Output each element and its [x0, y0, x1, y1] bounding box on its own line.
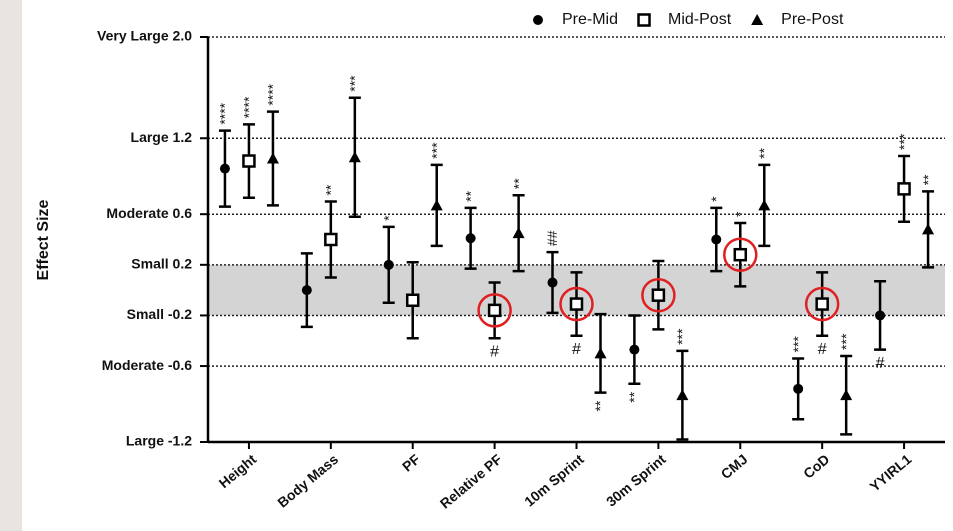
y-tick-label: Small 0.2 [131, 256, 192, 272]
point [512, 227, 525, 239]
significance-label: *** [790, 336, 806, 353]
significance-label: ** [920, 174, 936, 185]
point [324, 232, 338, 247]
point [383, 259, 394, 270]
point [487, 303, 502, 318]
significance-label: *** [428, 142, 444, 159]
significance-label: ** [323, 184, 339, 195]
point [751, 14, 764, 25]
point [637, 13, 651, 27]
point [793, 383, 804, 394]
legend-label: Mid-Post [668, 11, 732, 28]
point [629, 344, 640, 355]
point [348, 151, 361, 163]
significance-label: **** [217, 102, 233, 124]
significance-label: * [380, 215, 396, 221]
significance-label: # [490, 343, 499, 360]
point [266, 152, 279, 164]
highlight-ring [804, 286, 840, 322]
y-tick-label: Small -0.2 [127, 306, 193, 322]
significance-label: *** [674, 328, 690, 345]
point [594, 347, 607, 359]
significance-label: * [708, 196, 724, 202]
point [242, 154, 256, 168]
y-tick-label: Moderate 0.6 [106, 205, 192, 221]
significance-label: ** [756, 147, 772, 158]
point [875, 310, 886, 321]
significance-label: *** [896, 133, 912, 150]
point [533, 15, 543, 25]
significance-label: ** [510, 178, 526, 189]
point [405, 293, 420, 307]
significance-label: ** [592, 400, 608, 411]
highlight-ring [477, 293, 512, 328]
point [897, 182, 911, 196]
point [922, 223, 935, 235]
y-tick-label: Large 1.2 [131, 129, 193, 145]
point [301, 285, 312, 296]
point [465, 233, 476, 244]
point [815, 297, 829, 311]
y-tick-label: Very Large 2.0 [97, 28, 192, 44]
highlight-ring [641, 277, 676, 313]
y-tick-label: Moderate -0.6 [102, 357, 192, 373]
significance-label: ## [544, 230, 560, 246]
highlight-ring [723, 237, 758, 272]
y-tick-label: Large -1.2 [126, 433, 192, 449]
point [676, 389, 689, 401]
left-edge [0, 0, 22, 531]
significance-label: ** [462, 190, 478, 201]
significance-label: *** [838, 333, 854, 350]
significance-label: *** [347, 75, 363, 92]
significance-label: **** [265, 83, 281, 105]
significance-label: ** [626, 391, 642, 402]
point [758, 199, 771, 211]
significance-label: # [572, 341, 581, 358]
significance-label: # [818, 341, 827, 358]
point [733, 247, 748, 262]
legend-label: Pre-Mid [562, 11, 618, 28]
highlight-ring [559, 286, 594, 322]
point [840, 389, 853, 401]
significance-label: # [876, 355, 885, 372]
point [711, 234, 722, 245]
significance-label: **** [241, 96, 257, 118]
point [569, 297, 584, 311]
point [547, 277, 558, 288]
significance-label: * [732, 211, 748, 217]
legend-label: Pre-Post [781, 11, 844, 28]
point [219, 163, 230, 174]
y-axis-title: Effect Size [35, 199, 52, 280]
point [430, 199, 443, 211]
point [651, 288, 666, 302]
